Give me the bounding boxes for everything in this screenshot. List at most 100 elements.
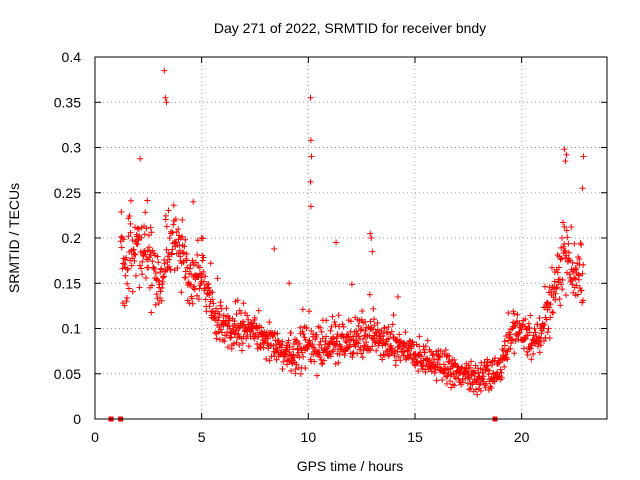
data-point: [158, 297, 165, 304]
data-point: [579, 185, 586, 192]
x-tick-label: 5: [198, 429, 206, 445]
data-point: [325, 344, 332, 351]
data-point: [537, 342, 544, 349]
data-point: [379, 356, 386, 363]
data-point: [418, 353, 425, 360]
data-point: [325, 340, 332, 347]
data-point: [367, 318, 374, 325]
data-point: [219, 336, 226, 343]
data-point: [566, 271, 573, 278]
data-point: [344, 333, 351, 340]
data-point: [326, 349, 333, 356]
data-point: [436, 354, 443, 361]
data-point: [505, 309, 512, 316]
data-point: [179, 216, 186, 223]
data-point: [263, 355, 270, 362]
data-point: [300, 331, 307, 338]
data-point: [504, 356, 511, 363]
data-point: [327, 327, 334, 334]
data-point: [202, 296, 209, 303]
data-point: [492, 355, 499, 362]
data-point: [194, 251, 201, 258]
data-point: [528, 356, 535, 363]
data-point: [530, 351, 537, 358]
data-point: [286, 349, 293, 356]
data-point: [215, 317, 222, 324]
data-point: [151, 265, 158, 272]
data-points: [108, 67, 587, 422]
data-point: [389, 321, 396, 328]
data-point: [138, 265, 145, 272]
data-point: [120, 236, 127, 243]
data-point: [164, 253, 171, 260]
data-point: [562, 158, 569, 165]
data-point: [124, 265, 131, 272]
data-point: [196, 285, 203, 292]
data-point: [306, 308, 313, 315]
y-axis-label: SRMTID / TECUs: [6, 183, 22, 293]
data-point: [137, 155, 144, 162]
data-point: [361, 342, 368, 349]
data-point: [234, 297, 241, 304]
data-point: [541, 321, 548, 328]
data-point: [233, 311, 240, 318]
data-point: [427, 365, 434, 372]
data-point: [118, 208, 125, 215]
data-point: [279, 365, 286, 372]
data-point: [127, 197, 134, 204]
data-point: [131, 250, 138, 257]
grid-layer: [95, 57, 607, 419]
data-point: [161, 67, 168, 74]
data-point: [271, 329, 278, 336]
data-point: [128, 262, 135, 269]
data-point: [483, 380, 490, 387]
data-point: [557, 256, 564, 263]
data-point: [578, 287, 585, 294]
data-point: [168, 251, 175, 258]
data-point: [476, 381, 483, 388]
data-point: [154, 253, 161, 260]
data-point: [454, 363, 461, 370]
data-point: [385, 335, 392, 342]
data-point: [172, 216, 179, 223]
data-point: [262, 332, 269, 339]
data-point: [117, 238, 124, 245]
data-point: [559, 286, 566, 293]
data-point: [468, 358, 475, 365]
data-point: [396, 331, 403, 338]
data-point: [562, 248, 569, 255]
data-point: [536, 349, 543, 356]
data-point: [226, 315, 233, 322]
data-point: [340, 323, 347, 330]
data-point: [574, 291, 581, 298]
data-point: [501, 342, 508, 349]
data-point: [394, 293, 401, 300]
data-point: [199, 257, 206, 264]
data-point: [286, 343, 293, 350]
data-point: [563, 252, 570, 259]
data-point: [443, 373, 450, 380]
data-point: [578, 241, 585, 248]
data-point: [569, 259, 576, 266]
data-point: [284, 361, 291, 368]
data-point: [175, 226, 182, 233]
data-point: [159, 278, 166, 285]
data-point: [129, 288, 136, 295]
data-point: [358, 316, 365, 323]
data-point: [265, 335, 272, 342]
data-point: [484, 366, 491, 373]
data-point: [278, 344, 285, 351]
data-point: [134, 225, 141, 232]
data-point: [361, 343, 368, 350]
data-point: [126, 212, 133, 219]
data-point: [125, 285, 132, 292]
data-point: [143, 225, 150, 232]
data-point: [141, 248, 148, 255]
data-point: [428, 368, 435, 375]
data-point: [379, 333, 386, 340]
x-tick-label: 15: [407, 429, 423, 445]
data-point: [240, 318, 247, 325]
data-point: [394, 336, 401, 343]
data-point: [571, 274, 578, 281]
data-point: [307, 203, 314, 210]
